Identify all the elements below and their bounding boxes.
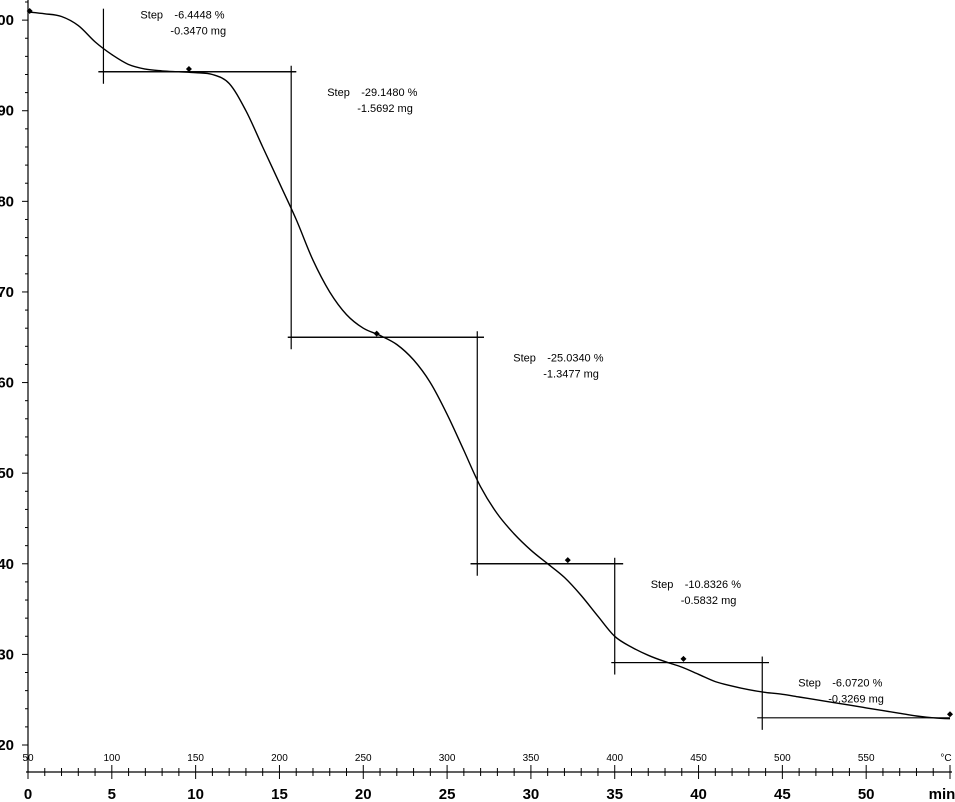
temp-tick-label: 500 bbox=[774, 753, 791, 764]
step-mass: -0.3269 mg bbox=[828, 694, 884, 706]
step-mass: -0.5832 mg bbox=[681, 595, 737, 607]
step-percent: -25.0340 % bbox=[547, 352, 603, 364]
curve-point-marker bbox=[947, 711, 953, 718]
y-tick-label: 80 bbox=[0, 193, 14, 210]
step-percent: -6.4448 % bbox=[174, 10, 224, 22]
step-percent: -6.0720 % bbox=[832, 678, 882, 690]
temp-tick-label: 200 bbox=[271, 753, 288, 764]
step-label: Step bbox=[651, 579, 674, 591]
x-tick-label: 45 bbox=[774, 786, 791, 802]
y-tick-label: 50 bbox=[0, 465, 14, 482]
x-tick-label: 20 bbox=[355, 786, 372, 802]
temp-tick-label: 300 bbox=[439, 753, 456, 764]
curve-point-marker bbox=[26, 8, 33, 15]
step-label: Step bbox=[327, 87, 350, 99]
step-mass: -1.5692 mg bbox=[357, 103, 413, 115]
temp-tick-label: 250 bbox=[355, 753, 372, 764]
temp-unit-label: °C bbox=[940, 753, 951, 764]
mass-loss-curve-group bbox=[27, 11, 951, 720]
x-tick-label: 25 bbox=[439, 786, 456, 802]
y-tick-label: 40 bbox=[0, 556, 14, 573]
step-percent: -10.8326 % bbox=[685, 579, 741, 591]
curve-point-marker bbox=[185, 66, 192, 73]
x-tick-label: 40 bbox=[690, 786, 707, 802]
temp-tick-label: 350 bbox=[523, 753, 540, 764]
curve-point-marker bbox=[373, 330, 380, 337]
step-percent: -29.1480 % bbox=[361, 87, 417, 99]
temp-tick-label: 150 bbox=[187, 753, 204, 764]
temp-tick-label: 550 bbox=[858, 753, 875, 764]
x-unit-label: min bbox=[929, 786, 955, 802]
y-tick-label: 70 bbox=[0, 284, 14, 301]
x-tick-label: 0 bbox=[24, 786, 32, 802]
curve-point-marker bbox=[680, 655, 687, 662]
step-mass: -1.3477 mg bbox=[543, 368, 599, 380]
step-annotations: Step -6.4448 % -0.3470 mg Step -29.1480 % -1.… bbox=[140, 10, 883, 706]
temp-tick-label: 400 bbox=[606, 753, 623, 764]
x-tick-label: 30 bbox=[523, 786, 540, 802]
temp-tick-label: 450 bbox=[690, 753, 707, 764]
x-tick-label: 15 bbox=[271, 786, 288, 802]
step-label: Step bbox=[798, 678, 821, 690]
step-label: Step bbox=[140, 10, 163, 22]
mass-loss-curve bbox=[27, 11, 951, 720]
step-mass: -0.3470 mg bbox=[170, 26, 226, 38]
step-markers bbox=[98, 8, 950, 730]
temp-tick-label: 100 bbox=[103, 753, 120, 764]
y-tick-label: 100 bbox=[0, 12, 14, 29]
y-tick-label: 90 bbox=[0, 103, 14, 120]
y-tick-label: 60 bbox=[0, 375, 14, 392]
x-tick-label: 50 bbox=[858, 786, 875, 802]
x-tick-label: 10 bbox=[187, 786, 204, 802]
curve-point-marker bbox=[564, 557, 571, 564]
curve-markers bbox=[26, 8, 953, 718]
step-label: Step bbox=[513, 352, 536, 364]
temp-tick-label: 50 bbox=[22, 753, 34, 764]
y-tick-label: 30 bbox=[0, 646, 14, 663]
x-tick-label: 35 bbox=[606, 786, 623, 802]
x-tick-label: 5 bbox=[108, 786, 116, 802]
y-tick-label: 20 bbox=[0, 737, 14, 754]
